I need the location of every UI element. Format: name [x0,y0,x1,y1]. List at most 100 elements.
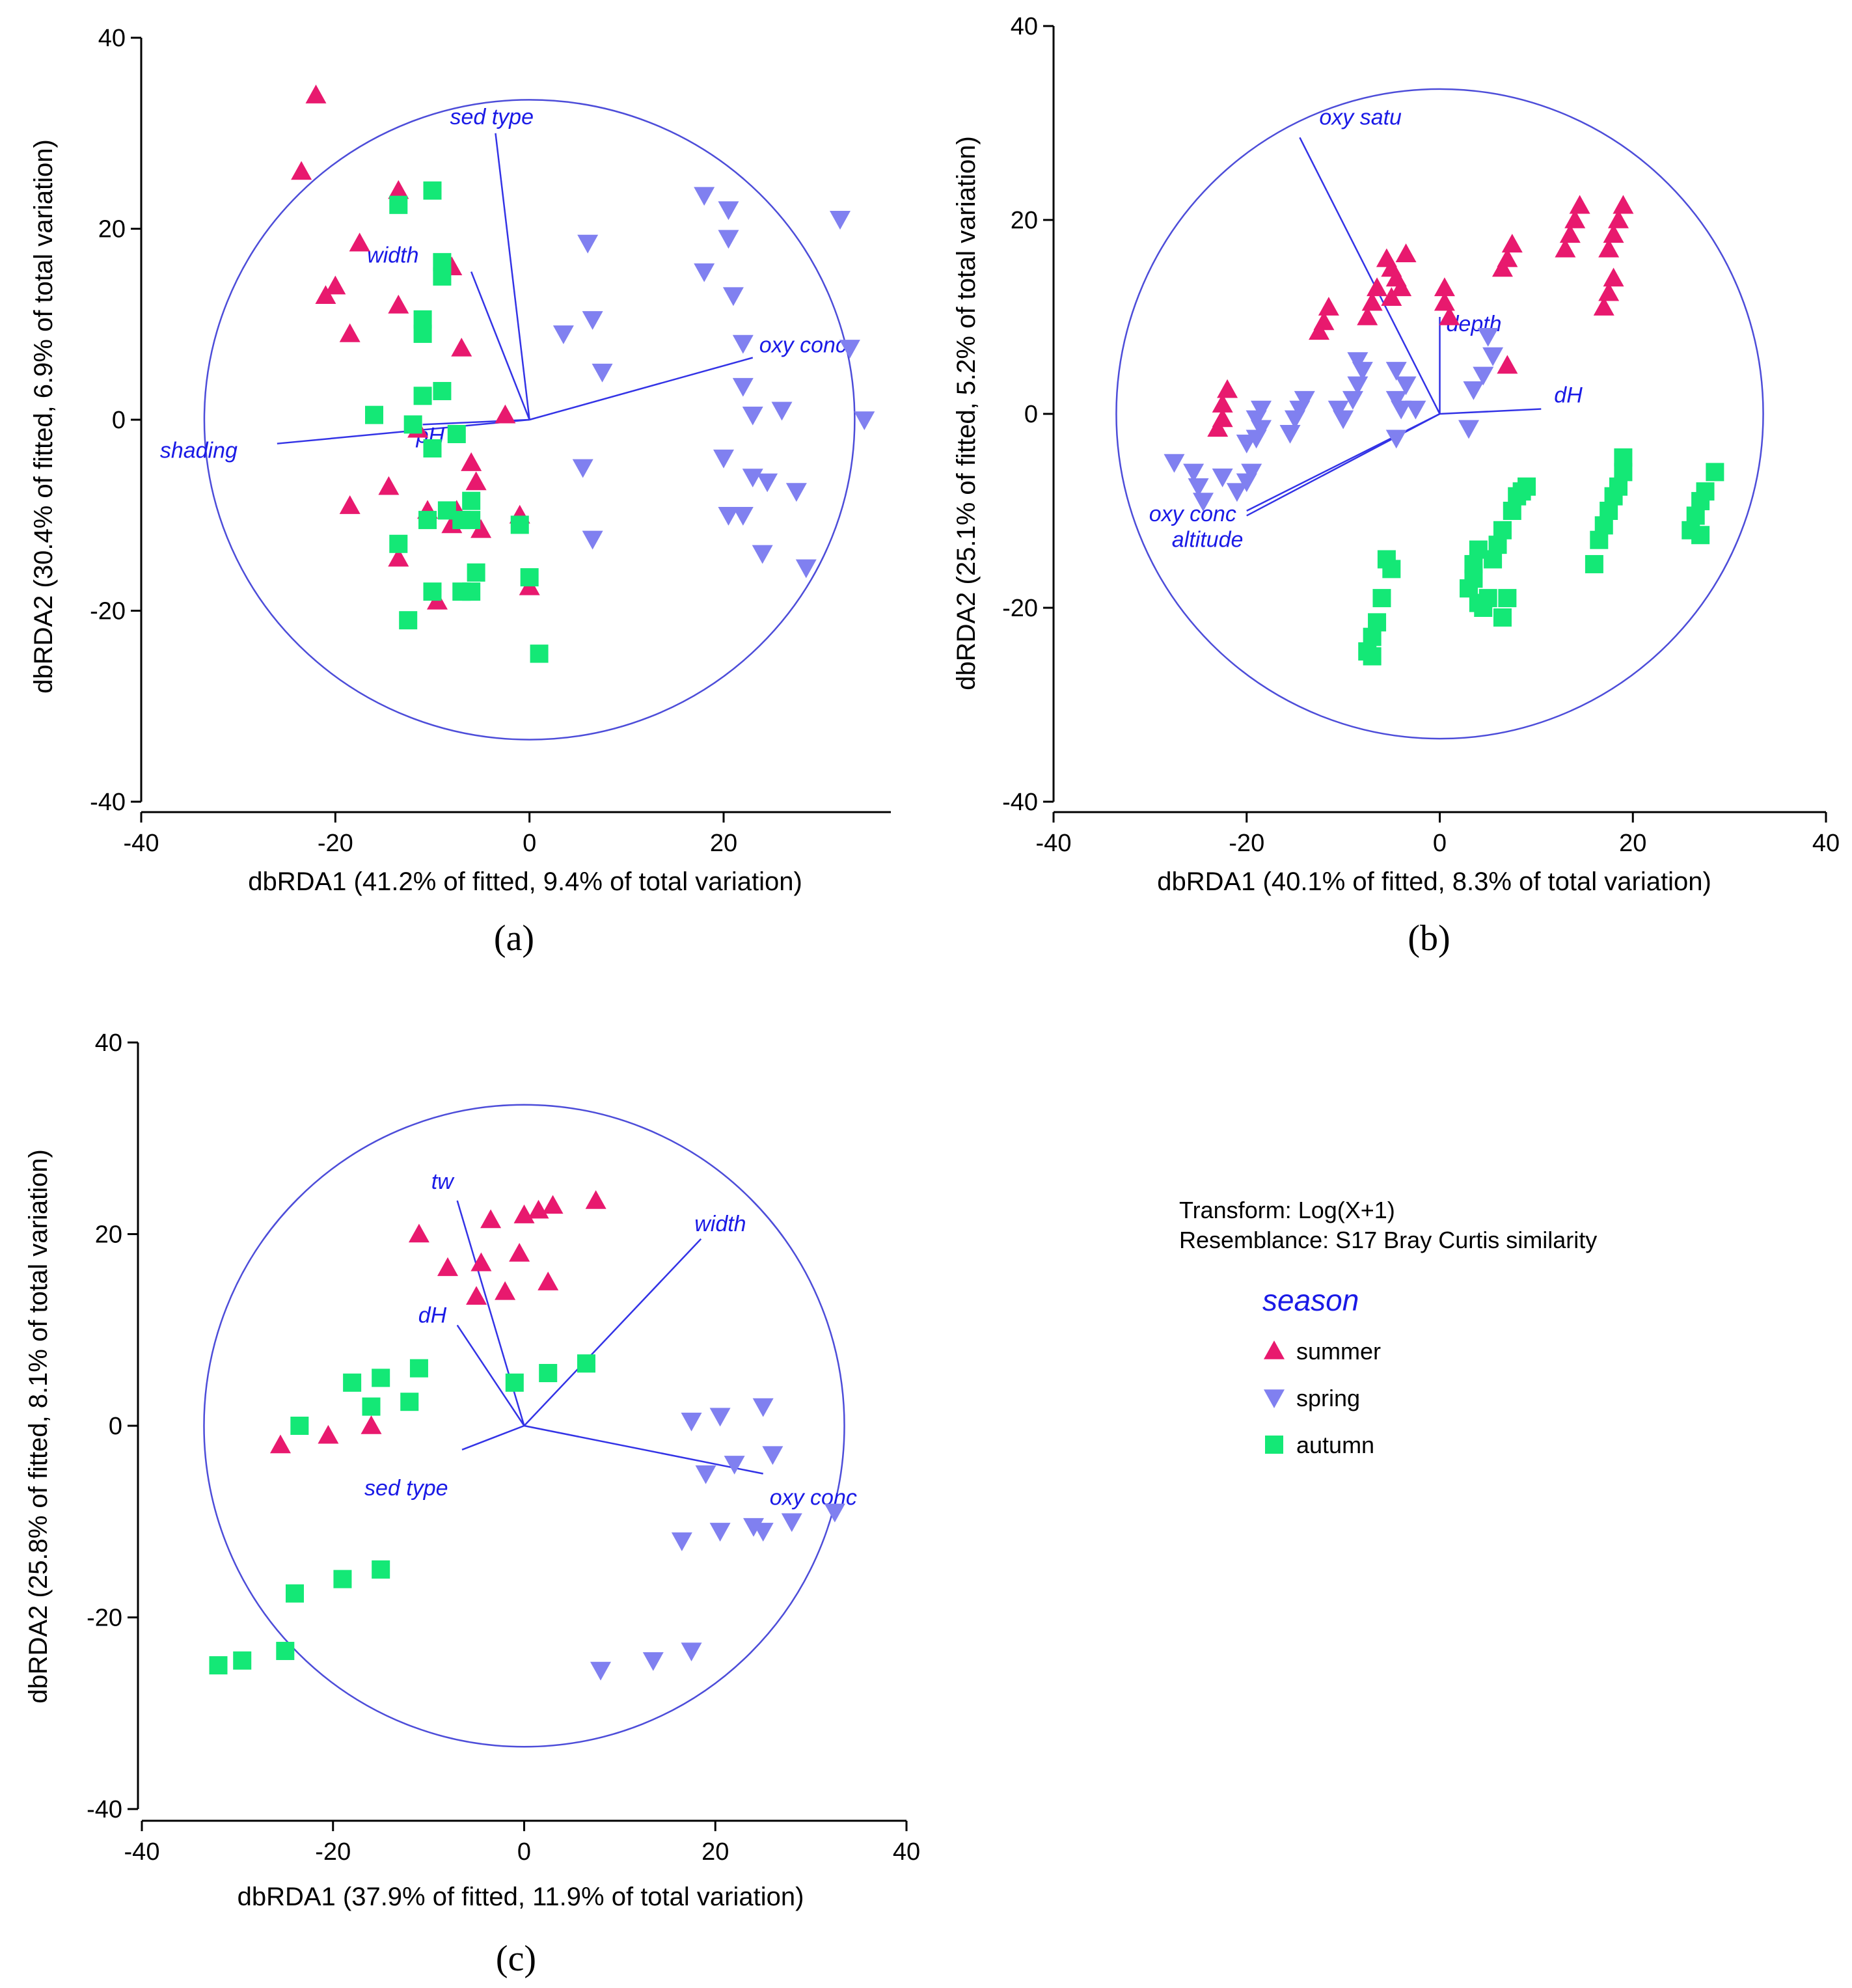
panel-a-point-autumn [447,425,466,444]
legend-resemblance: Resemblance: S17 Bray Curtis similarity [1179,1227,1597,1253]
panel-c-vector-line [456,1200,525,1426]
panel-b-point-spring [1477,328,1499,347]
panel-c-point-autumn [233,1651,252,1670]
panel-a-point-autumn [423,582,442,601]
panel-c-y-tick-label: 0 [109,1413,122,1440]
panel-a-point-spring [718,230,739,249]
panel-c-point-spring [681,1412,702,1432]
panel-a-point-summer [388,180,409,199]
panel-a-plot: -40 -20 0 20 40 -40 -20 0 20 sed type width oxy con… [90,25,891,857]
panel-c-point-spring [752,1398,774,1417]
panel-a-vector-label: shading [160,439,238,463]
panel-c-vector-line [461,1424,524,1450]
panel-b-point-spring [1385,429,1407,449]
panel-a-point-autumn [530,644,549,663]
panel-c-y-tick-label: -20 [87,1605,122,1632]
panel-b-point-autumn [1478,589,1497,608]
panel-a-point-autumn [467,563,485,582]
panel-a-point-autumn [510,515,529,534]
panel-c-ylabel: dbRDA2 (25.8% of fitted, 8.1% of total v… [24,1149,53,1704]
panel-c-point-spring [752,1523,774,1542]
panel-c-vector-line [523,1238,702,1426]
panel-b-point-summer [1598,238,1620,258]
panel-b-vector-line [1299,137,1441,415]
panel-c-point-autumn [286,1584,304,1603]
panel-c-vector-label: tw [431,1169,455,1194]
panel-c-vector-line [524,1424,763,1475]
legend-label-spring: spring [1296,1385,1360,1411]
panel-c-point-autumn [539,1364,558,1383]
panel-a-vector-label: oxy conc [759,333,847,358]
panel-b-point-spring [1473,366,1494,386]
panel-c-series-autumn [209,1354,595,1675]
panel-a-point-spring [577,234,599,254]
panel-b-series-summer [1207,195,1634,437]
panel-b-label: (b) [1408,918,1450,959]
panel-c-point-summer [585,1190,606,1209]
panel-a-point-summer [378,476,400,495]
panel-a-point-spring [713,449,734,469]
panel-c-y-tick-label: 20 [95,1221,122,1249]
panel-a-point-spring [732,506,754,526]
panel-c-point-summer [361,1415,382,1434]
panel-c-point-autumn [209,1656,228,1675]
panel-c-point-autumn [362,1397,381,1416]
panel-b-vector-label: dH [1554,383,1583,408]
panel-c-point-spring [762,1446,783,1465]
panel-b-point-spring [1482,347,1504,366]
panel-a-label: (a) [494,918,534,959]
panel-a-point-autumn [423,439,442,458]
panel-c-x-tick-label: 20 [701,1838,729,1866]
legend-title: season [1262,1283,1359,1317]
panel-b-x-tick-label: 40 [1812,830,1840,857]
panel-b-vector-label: oxy conc [1149,502,1236,526]
panel-b-point-summer [1491,258,1513,277]
panel-b-x-tick-label: -40 [1036,830,1072,857]
panel-b-point-autumn [1498,589,1517,608]
panel-b-vector-line [1246,413,1441,517]
panel-b-point-spring [1212,469,1233,487]
panel-b-point-summer [1217,379,1238,398]
panel-c-point-summer [318,1424,339,1444]
panel-c-vector-label: oxy conc [770,1486,857,1510]
panel-b-point-spring [1385,390,1407,410]
panel-b-point-spring [1241,463,1262,483]
panel-b-y-tick-label: -40 [1002,789,1038,816]
panel-b-point-spring [1183,463,1205,483]
panel-b-point-summer [1607,210,1629,228]
panel-c-xlabel: dbRDA1 (37.9% of fitted, 11.9% of total … [238,1883,804,1911]
legend-marker-spring [1264,1389,1285,1408]
legend: Transform: Log(X+1) Resemblance: S17 Bra… [1179,1197,1597,1458]
panel-a-point-spring [722,287,744,306]
panel-c-point-summer [437,1257,458,1276]
panel-b-point-autumn [1696,482,1715,501]
panel-b-vector-line [1439,408,1542,415]
panel-a-point-spring [732,377,754,397]
panel-b-point-spring [1385,362,1407,381]
panel-a-point-autumn [389,534,408,553]
panel-b-point-spring [1405,400,1426,420]
panel-c-point-summer [495,1281,516,1300]
panel-b-point-autumn [1493,608,1512,627]
panel-a-vector-label: width [367,243,418,268]
panel-a-point-autumn [452,582,471,601]
panel-b-point-summer [1564,210,1586,228]
legend-marker-autumn [1265,1436,1283,1454]
panel-c-point-spring [590,1661,611,1681]
panel-a-point-autumn [413,387,432,405]
panel-a-point-autumn [399,611,418,630]
panel-c-point-summer [509,1242,530,1262]
panel-b-y-tick-label: 40 [1011,13,1038,40]
panel-b-point-spring [1347,352,1369,372]
panel-c-point-spring [743,1518,764,1537]
panel-c: dbRDA1 (37.9% of fitted, 11.9% of total … [24,1149,804,1979]
panel-c-correlation-circle [203,1104,845,1748]
panel-c-point-spring [671,1532,692,1551]
panel-a-point-spring [795,559,817,579]
panel-a-point-autumn [403,415,422,434]
panel-a-point-spring [592,363,613,383]
panel-a-point-summer [388,547,409,567]
panel-c-y-tick-label: 40 [95,1029,122,1057]
panel-b-point-summer [1361,292,1383,311]
panel-a-point-spring [572,459,593,478]
